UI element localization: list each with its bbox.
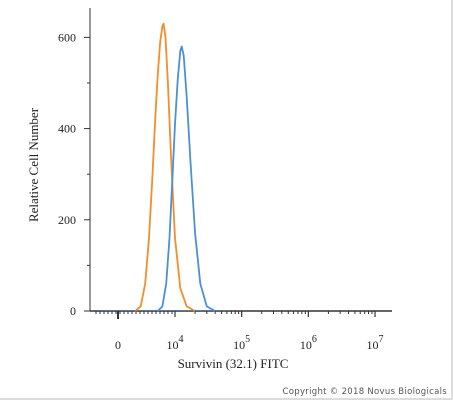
x-tick-label: 107	[367, 334, 384, 352]
y-tick-label: 400	[58, 122, 76, 136]
y-tick-label: 600	[58, 30, 76, 44]
x-tick-label: 105	[233, 334, 250, 352]
x-tick-label: 106	[300, 334, 317, 352]
histogram-series-2	[157, 45, 216, 312]
histogram-series-1	[134, 22, 196, 312]
x-axis-title: Survivin (32.1) FITC	[178, 356, 289, 371]
copyright-notice: Copyright © 2018 Novus Biologicals	[282, 387, 447, 397]
y-axis-title: Relative Cell Number	[26, 107, 41, 222]
y-tick-label: 200	[58, 213, 76, 227]
x-tick-label: 104	[167, 334, 184, 352]
y-tick-label: 0	[70, 304, 76, 318]
x-tick-label: 0	[115, 338, 121, 352]
